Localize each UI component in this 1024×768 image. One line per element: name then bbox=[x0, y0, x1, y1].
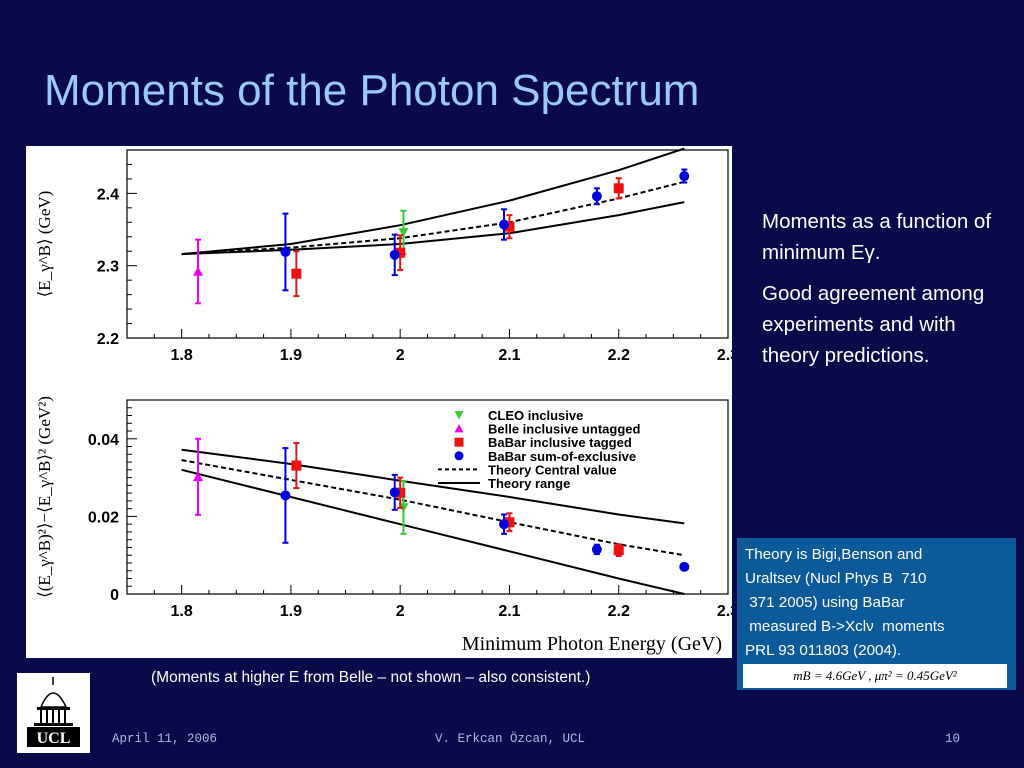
data-point bbox=[398, 228, 409, 238]
theory-formula: mB = 4.6GeV , μπ² = 0.45GeV² bbox=[743, 664, 1007, 688]
theory-central-curve bbox=[181, 459, 685, 557]
theory-upper-curve bbox=[181, 147, 685, 256]
ucl-logo-icon: UCL bbox=[27, 677, 80, 747]
theory-line: Uraltsev (Nucl Phys B 710 bbox=[745, 570, 927, 587]
belle-note: (Moments at higher E from Belle – not sh… bbox=[151, 669, 591, 686]
data-point bbox=[291, 460, 302, 471]
theory-central-curve bbox=[181, 180, 685, 256]
legend-label: BaBar inclusive tagged bbox=[488, 435, 632, 450]
theory-upper-curve bbox=[181, 448, 685, 525]
x-tick-label: 2.2 bbox=[608, 347, 630, 364]
x-axis-label: Minimum Photon Energy (GeV) bbox=[462, 633, 722, 655]
data-point bbox=[613, 183, 624, 194]
moment-plots: 1.8 1.9 2 2.1 2.2 2.3 2.2 2.3 2.4 ⟨E_γ^B⟩ (GeV) 1.… bbox=[35, 147, 732, 655]
theory-line: Theory is Bigi,Benson and bbox=[745, 546, 923, 563]
y-axis-label: ⟨(E_γ^B)²⟩−⟨E_γ^B⟩² (GeV²) bbox=[35, 396, 54, 598]
theory-line: measured B->Xclν moments bbox=[745, 618, 945, 635]
data-point bbox=[193, 266, 204, 276]
data-point bbox=[395, 487, 406, 498]
data-point bbox=[498, 519, 509, 530]
x-tick-label: 2.1 bbox=[498, 347, 520, 364]
plot-frame bbox=[126, 149, 729, 339]
data-point bbox=[291, 268, 302, 279]
side-text-agreement: Good agreement among experiments and wit… bbox=[762, 282, 985, 367]
y-tick-label: 0.04 bbox=[88, 432, 119, 449]
x-tick-label: 2.3 bbox=[717, 347, 732, 364]
data-point bbox=[389, 249, 400, 260]
y-tick-label: 0 bbox=[110, 587, 119, 604]
data-point bbox=[679, 561, 690, 572]
y-axis-label: ⟨E_γ^B⟩ (GeV) bbox=[35, 191, 54, 298]
x-tick-label: 1.8 bbox=[171, 603, 193, 620]
theory-lower-curve bbox=[181, 201, 685, 256]
data-point bbox=[613, 545, 624, 556]
legend-marker bbox=[454, 437, 464, 447]
legend-marker bbox=[454, 451, 464, 461]
legend-marker bbox=[454, 424, 464, 433]
data-point bbox=[280, 246, 291, 257]
x-tick-label: 1.8 bbox=[171, 347, 193, 364]
side-text-moments: Moments as a function of minimum Eγ. bbox=[762, 210, 992, 264]
theory-box: Theory is Bigi,Benson and Uraltsev (Nucl … bbox=[737, 538, 1016, 690]
data-point bbox=[679, 171, 690, 182]
theory-line: 371 2005) using BaBar bbox=[745, 594, 905, 611]
slide-title: Moments of the Photon Spectrum bbox=[44, 66, 700, 115]
y-tick-label: 2.3 bbox=[97, 259, 119, 276]
y-tick-label: 2.2 bbox=[97, 331, 119, 348]
theory-lower-curve bbox=[181, 468, 685, 595]
x-tick-label: 1.9 bbox=[280, 603, 302, 620]
footer-date: April 11, 2006 bbox=[112, 732, 218, 746]
logo-text: UCL bbox=[37, 730, 71, 747]
data-point bbox=[504, 517, 515, 528]
legend-label: Theory Central value bbox=[488, 462, 617, 477]
x-tick-label: 2.1 bbox=[498, 603, 520, 620]
legend-marker bbox=[454, 411, 464, 420]
x-tick-label: 1.9 bbox=[280, 347, 302, 364]
legend-label: CLEO inclusive bbox=[488, 408, 583, 423]
data-point bbox=[395, 247, 406, 258]
data-point bbox=[193, 471, 204, 482]
theory-line: PRL 93 011803 (2004). bbox=[745, 642, 902, 659]
data-point bbox=[389, 487, 400, 498]
side-text: Moments as a function of minimum Eγ. Goo… bbox=[762, 206, 1002, 381]
data-point bbox=[280, 490, 291, 501]
data-point bbox=[498, 219, 509, 230]
x-tick-label: 2.2 bbox=[608, 603, 630, 620]
ucl-logo: UCL bbox=[17, 673, 90, 753]
data-point bbox=[591, 544, 602, 555]
legend-label: BaBar sum-of-exclusive bbox=[488, 449, 636, 464]
data-point bbox=[504, 221, 515, 232]
theory-box-text: Theory is Bigi,Benson and Uraltsev (Nucl … bbox=[737, 538, 1016, 663]
legend-label: Theory range bbox=[488, 476, 570, 491]
x-tick-label: 2.3 bbox=[717, 603, 732, 620]
data-point bbox=[591, 191, 602, 202]
x-tick-label: 2 bbox=[396, 347, 405, 364]
y-tick-label: 2.4 bbox=[97, 186, 119, 203]
footer-author: V. Erkcan Özcan, UCL bbox=[435, 732, 586, 746]
legend-label: Belle inclusive untagged bbox=[488, 422, 640, 437]
x-tick-label: 2 bbox=[396, 603, 405, 620]
plot-panel: 1.8 1.9 2 2.1 2.2 2.3 2.2 2.3 2.4 ⟨E_γ^B⟩ (GeV) 1.… bbox=[26, 146, 732, 658]
y-tick-label: 0.02 bbox=[88, 509, 119, 526]
footer-page-number: 10 bbox=[945, 732, 961, 746]
